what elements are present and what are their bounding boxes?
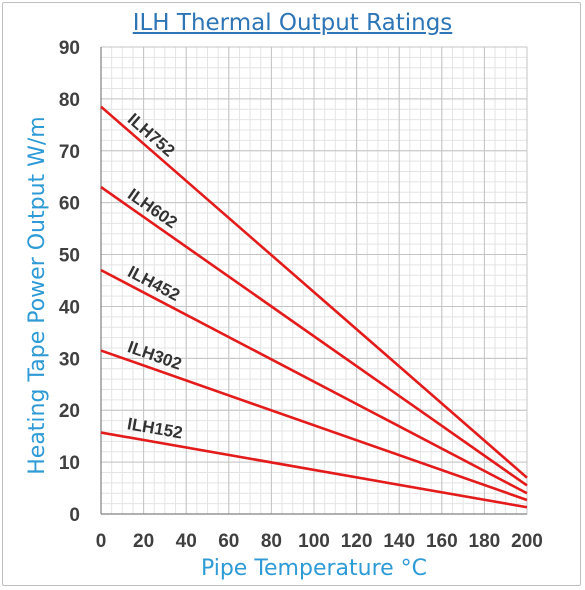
x-tick-label: 140	[383, 531, 415, 552]
series-line-ilh302	[100, 349, 528, 502]
series-line-ilh602	[100, 186, 528, 487]
chart-title: ILH Thermal Output Ratings	[132, 10, 453, 36]
series-line-ilh452	[100, 268, 528, 495]
x-tick-label: 180	[469, 531, 501, 552]
x-tick-label: 40	[176, 531, 197, 552]
y-tick-label: 40	[59, 297, 80, 318]
y-tick-label: 60	[59, 194, 80, 215]
y-axis-title: Heating Tape Power Output W/m	[25, 116, 50, 475]
y-tick-label: 90	[59, 38, 80, 59]
x-tick-label: 80	[261, 531, 282, 552]
x-tick-label: 160	[426, 531, 458, 552]
x-axis-title: Pipe Temperature °C	[201, 556, 427, 581]
y-tick-label: 10	[59, 453, 80, 474]
x-tick-label: 120	[341, 531, 373, 552]
y-tick-label: 50	[59, 246, 80, 267]
x-tick-label: 60	[218, 531, 239, 552]
x-tick-label: 20	[133, 531, 154, 552]
y-tick-label: 20	[59, 401, 80, 422]
y-tick-label: 30	[59, 349, 80, 370]
x-tick-label: 200	[511, 531, 543, 552]
y-tick-label: 70	[59, 142, 80, 163]
series-line-ilh752	[100, 105, 528, 479]
series-line-ilh152	[100, 431, 528, 509]
chart-frame	[2, 2, 581, 586]
y-tick-label: 80	[59, 90, 80, 111]
x-tick-label: 0	[96, 531, 107, 552]
x-tick-label: 100	[298, 531, 330, 552]
y-tick-label: 0	[69, 505, 80, 526]
